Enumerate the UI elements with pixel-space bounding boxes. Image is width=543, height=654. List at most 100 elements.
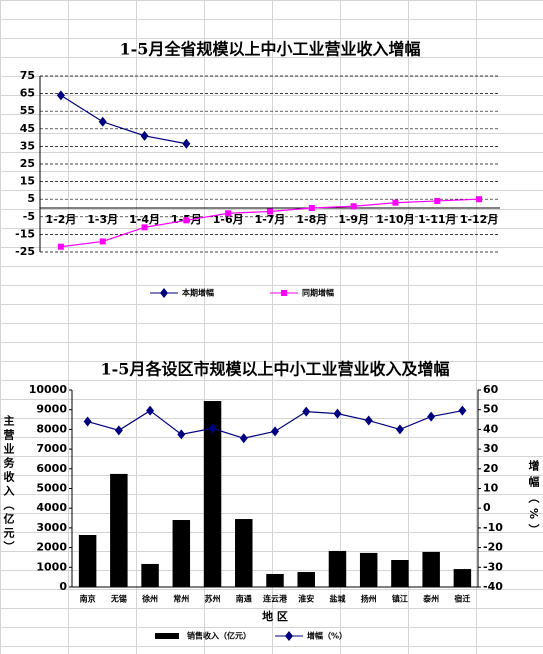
point [83,416,92,427]
y-tick-label: -5 [23,210,35,223]
point [476,196,483,203]
y-tick-label: 35 [20,139,35,152]
point [302,406,311,417]
y-tick-label: 9000 [36,403,67,416]
x-tick-label: 徐州 [141,594,158,604]
point [56,90,65,101]
point [364,415,373,426]
legend-marker [160,288,168,298]
y2-tick-label: 50 [483,403,499,416]
point [427,411,436,422]
point [208,423,217,434]
point [225,210,232,217]
x-tick-label: 淮安 [298,594,314,604]
bar [359,552,378,587]
point [182,138,191,149]
y2-tick-label: -20 [483,541,503,554]
point [392,199,399,206]
point [395,424,404,435]
point [239,433,248,444]
y2-tick-label: 60 [483,383,499,396]
legend-label: 增幅（%） [307,631,347,641]
y2-axis-label: 增幅（%） [527,459,541,540]
legend-label: 销售收入（亿元） [187,631,251,641]
y-tick-label: 1000 [36,560,67,573]
y2-tick-label: -10 [483,521,503,534]
x-tick-label: 镇江 [392,594,408,604]
point [140,130,149,141]
bar [235,519,253,587]
point [350,203,357,210]
y-tick-label: 2000 [36,541,67,554]
x-tick-label: 连云港 [263,594,288,604]
point [99,238,106,245]
y-tick-label: 55 [20,104,35,117]
x-tick-label: 南京 [80,594,96,604]
legend-swatch [155,633,179,639]
y-tick-label: 4000 [36,501,67,514]
point [333,408,342,419]
legend-label: 同期增幅 [302,288,334,298]
y-axis-label: 主营业务收入（亿元） [2,414,16,555]
y-tick-label: 3000 [36,521,67,534]
x-tick-label: 1-10月 [376,213,415,226]
y2-tick-label: 10 [483,482,499,495]
x-tick-label: 1-9月 [338,213,369,226]
x-tick-label: 1-12月 [460,213,499,226]
legend-marker [281,290,287,296]
x-tick-label: 1-6月 [213,213,244,226]
series-line [60,94,187,145]
bar [266,573,284,587]
point [434,197,441,204]
x-tick-label: 盐城 [329,594,345,604]
point [114,425,123,436]
x-tick-label: 1-2月 [45,213,76,226]
y2-tick-label: -40 [483,580,503,593]
y2-tick-label: -30 [483,560,503,573]
x-tick-label: 1-11月 [418,213,457,226]
y-tick-label: 8000 [36,422,67,435]
chart-title: 1-5月各设区市规模以上中小工业营业收入及增幅 [101,360,450,379]
point [146,405,155,416]
y-tick-label: 10000 [29,383,68,396]
bar [422,551,440,587]
x-tick-label: 1-4月 [129,213,160,226]
y2-tick-label: 20 [483,462,499,475]
x-axis-label: 地 区 [262,609,288,623]
bar [110,473,128,587]
chart-title: 1-5月全省规模以上中小工业营业收入增幅 [120,40,421,59]
x-tick-label: 1-3月 [87,213,118,226]
bar [141,563,159,587]
y-tick-label: 0 [59,580,67,593]
y-tick-label: 65 [20,87,35,100]
y-tick-label: 6000 [36,462,67,475]
bar [391,560,409,587]
bar [78,534,97,587]
point [267,208,273,215]
x-tick-label: 苏州 [205,594,221,604]
y-tick-label: 45 [20,122,35,135]
point [98,116,107,127]
y-tick-label: 7000 [36,442,67,455]
y2-tick-label: 0 [483,501,491,514]
y2-tick-label: 40 [483,422,499,435]
bar [203,401,222,587]
legend-marker [285,631,293,641]
point [458,405,467,416]
x-tick-label: 泰州 [422,594,439,604]
bar [328,550,347,587]
point [308,205,315,211]
y-tick-label: -15 [15,227,35,240]
legend-label: 本期增幅 [181,288,214,298]
point [141,224,148,231]
bar [453,569,472,587]
x-tick-label: 南通 [236,594,252,604]
x-tick-label: 1-8月 [296,213,327,226]
y-tick-label: -25 [15,245,35,258]
bar [172,520,191,587]
y-tick-label: 25 [20,157,35,170]
x-tick-label: 宿迁 [454,594,470,604]
y-tick-label: 15 [20,175,35,188]
x-tick-label: 无锡 [110,594,127,604]
